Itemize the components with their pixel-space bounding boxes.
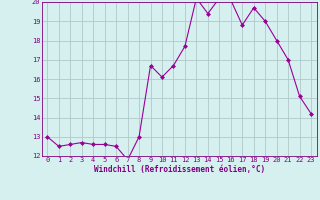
X-axis label: Windchill (Refroidissement éolien,°C): Windchill (Refroidissement éolien,°C) bbox=[94, 165, 265, 174]
